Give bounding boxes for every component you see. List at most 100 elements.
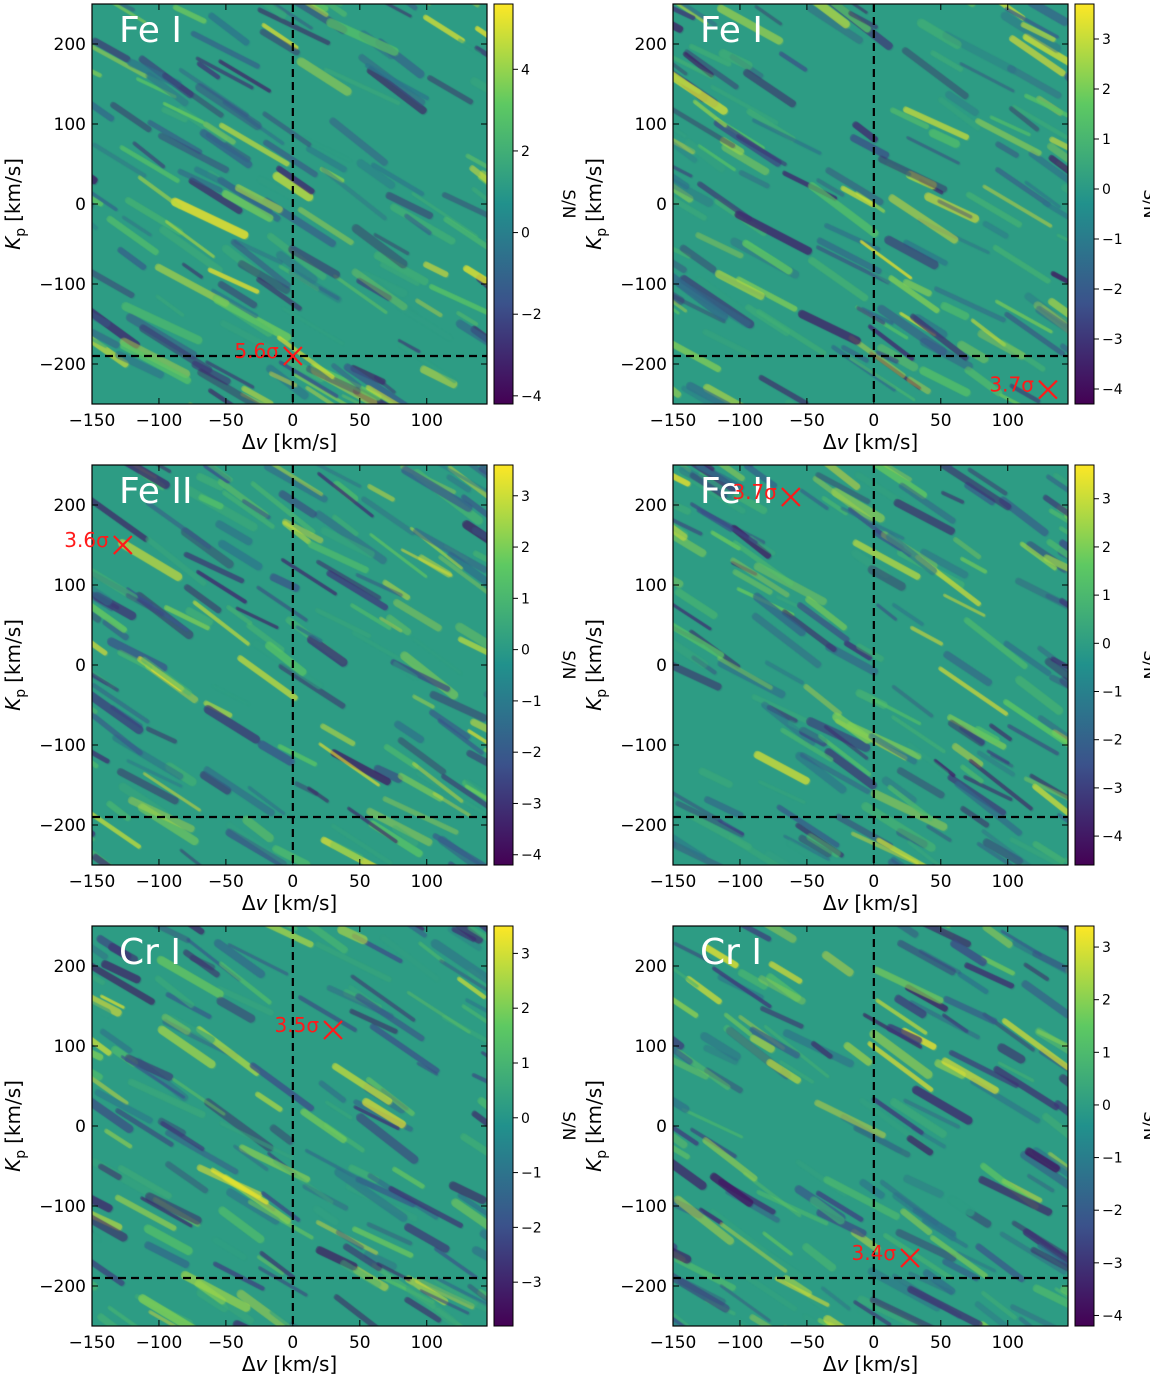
colorbar-tick-label: −4 xyxy=(521,389,542,405)
peak-marker xyxy=(900,1248,920,1268)
colorbar-tick-label: 1 xyxy=(521,1056,530,1072)
x-tick-label: −150 xyxy=(69,1333,116,1353)
x-tick-label: 50 xyxy=(349,1333,371,1353)
x-tick-label: −150 xyxy=(650,411,697,431)
y-tick-label: −200 xyxy=(39,355,86,375)
colorbar xyxy=(1074,3,1095,405)
colorbar-tick-label: −4 xyxy=(1102,829,1123,845)
panel-1: −150 −100 −50 0 50 100 −200 −100 0 100 200 Δv [km/s]… xyxy=(1,3,578,454)
colorbar-tick-label: 0 xyxy=(1102,636,1111,652)
x-tick-label: 50 xyxy=(930,872,952,892)
y-tick-label: 100 xyxy=(54,576,86,596)
y-tick-label: 200 xyxy=(635,957,667,977)
y-tick-label: −200 xyxy=(620,1277,667,1297)
panel-5: −150 −100 −50 0 50 100 −200 −100 0 100 200 Δv [km/s]… xyxy=(1,925,578,1376)
colorbar-tick-label: 0 xyxy=(521,226,530,242)
colorbar-tick-label: −2 xyxy=(521,1220,542,1236)
y-tick-label: 100 xyxy=(635,115,667,135)
x-tick-label: 50 xyxy=(930,1333,952,1353)
colorbar-tick-label: 2 xyxy=(1102,993,1111,1009)
colorbar-tick-label: −1 xyxy=(1102,232,1123,248)
x-tick-label: 100 xyxy=(992,872,1024,892)
y-axis-label: Kp[km/s] xyxy=(1,1080,29,1172)
panel-label: Fe II xyxy=(700,471,774,512)
y-tick-label: 0 xyxy=(656,1117,667,1137)
y-tick-label: 200 xyxy=(54,496,86,516)
colorbar-tick-label: −1 xyxy=(521,1166,542,1182)
colorbar-tick-label: 4 xyxy=(521,62,530,78)
y-tick-label: −100 xyxy=(39,1197,86,1217)
x-tick-label: 100 xyxy=(992,411,1024,431)
peak-marker xyxy=(323,1020,343,1040)
y-tick-label: 200 xyxy=(635,35,667,55)
x-axis-label: Δv [km/s] xyxy=(242,430,337,454)
y-axis-label: Kp[km/s] xyxy=(582,158,610,250)
x-tick-label: −50 xyxy=(208,411,244,431)
y-tick-label: −100 xyxy=(39,275,86,295)
x-tick-label: 0 xyxy=(868,411,879,431)
colorbar-label: S/N xyxy=(558,650,578,679)
peak-significance-label: 3.7σ xyxy=(732,480,777,504)
peak-marker xyxy=(113,535,133,555)
colorbar xyxy=(493,3,514,405)
colorbar-tick-label: −2 xyxy=(1102,733,1123,749)
colorbar-tick-label: −1 xyxy=(521,694,542,710)
colorbar xyxy=(493,925,514,1327)
x-tick-label: 0 xyxy=(287,411,298,431)
y-tick-label: 200 xyxy=(635,496,667,516)
sn-map xyxy=(673,4,1068,404)
colorbar-tick-label: 0 xyxy=(1102,182,1111,198)
colorbar-tick-label: 0 xyxy=(521,1111,530,1127)
y-tick-label: 100 xyxy=(54,115,86,135)
y-tick-label: −200 xyxy=(620,816,667,836)
peak-marker xyxy=(1038,379,1058,400)
x-tick-label: −100 xyxy=(136,411,183,431)
x-tick-label: 0 xyxy=(868,872,879,892)
x-axis-label: Δv [km/s] xyxy=(823,1352,918,1376)
sn-map xyxy=(673,465,1068,865)
panel-3: −150 −100 −50 0 50 100 −200 −100 0 100 200 Δv [km/s]… xyxy=(1,464,578,915)
x-tick-label: −100 xyxy=(717,1333,764,1353)
sn-map xyxy=(92,926,487,1326)
panel-label: Fe II xyxy=(119,471,193,512)
colorbar-tick-label: −4 xyxy=(1102,1308,1123,1324)
colorbar-tick-label: 1 xyxy=(1102,132,1111,148)
x-tick-label: −100 xyxy=(136,872,183,892)
peak-significance-label: 5.6σ xyxy=(234,339,279,363)
colorbar-tick-label: −2 xyxy=(1102,282,1123,298)
colorbar-tick-label: −3 xyxy=(521,1275,542,1291)
panel-label: Cr I xyxy=(119,932,181,973)
sn-map xyxy=(92,465,487,865)
panel-4: −150 −100 −50 0 50 100 −200 −100 0 100 200 Δv [km/s]… xyxy=(582,464,1150,915)
y-axis-label: Kp[km/s] xyxy=(582,619,610,711)
colorbar-tick-label: −1 xyxy=(1102,685,1123,701)
x-tick-label: 100 xyxy=(411,872,443,892)
colorbar-label: S/N xyxy=(1139,1111,1150,1140)
colorbar xyxy=(493,464,514,866)
y-tick-label: 100 xyxy=(54,1037,86,1057)
y-tick-label: 0 xyxy=(656,195,667,215)
colorbar-tick-label: 1 xyxy=(1102,588,1111,604)
peak-significance-label: 3.4σ xyxy=(852,1241,897,1265)
colorbar-tick-label: −3 xyxy=(521,796,542,812)
x-axis-label: Δv [km/s] xyxy=(823,891,918,915)
y-tick-label: −100 xyxy=(620,1197,667,1217)
x-axis-label: Δv [km/s] xyxy=(242,891,337,915)
panel-2: −150 −100 −50 0 50 100 −200 −100 0 100 200 Δv [km/s]… xyxy=(582,3,1150,454)
colorbar-label: S/N xyxy=(1139,189,1150,218)
peak-marker xyxy=(283,346,303,366)
peak-significance-label: 3.7σ xyxy=(989,373,1034,397)
colorbar-tick-label: 3 xyxy=(521,946,530,962)
y-tick-label: 0 xyxy=(656,656,667,676)
y-axis-label: Kp[km/s] xyxy=(582,1080,610,1172)
y-tick-label: −200 xyxy=(39,816,86,836)
colorbar-tick-label: 3 xyxy=(1102,32,1111,48)
x-tick-label: −50 xyxy=(789,1333,825,1353)
x-tick-label: 100 xyxy=(992,1333,1024,1353)
colorbar-tick-label: 2 xyxy=(521,1001,530,1017)
x-tick-label: −150 xyxy=(69,411,116,431)
colorbar-tick-label: −3 xyxy=(1102,781,1123,797)
panel-label: Fe I xyxy=(700,10,763,51)
colorbar-tick-label: 0 xyxy=(1102,1098,1111,1114)
x-tick-label: 50 xyxy=(349,411,371,431)
